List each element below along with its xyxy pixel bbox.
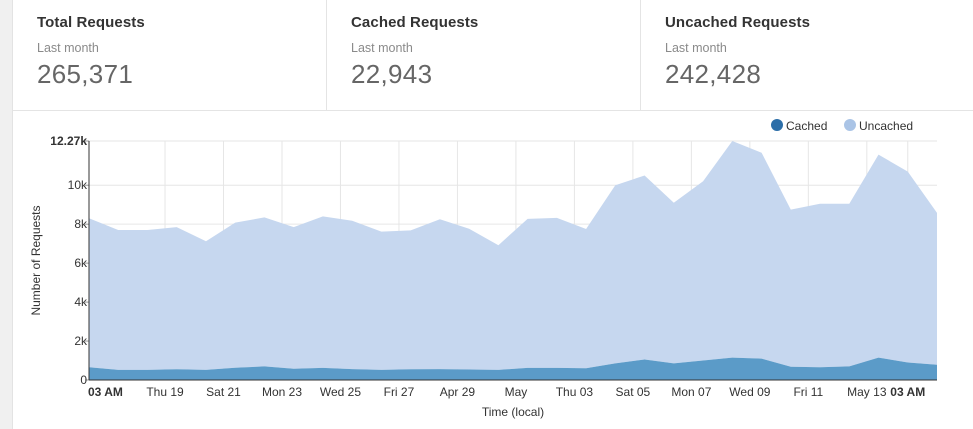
y-tick-label: 10k	[68, 178, 88, 192]
x-tick-label: 03 AM	[88, 385, 123, 399]
x-tick-label: 03 AM	[890, 385, 925, 399]
y-axis-title: Number of Requests	[29, 205, 43, 315]
total-requests-period: Last month	[37, 41, 99, 55]
total-requests-title: Total Requests	[37, 14, 145, 31]
legend-swatch-uncached	[844, 119, 856, 131]
legend-label-uncached: Uncached	[859, 119, 913, 133]
requests-area-chart: 0 2k 4k 6k 8k 10k 12.27k 03 AM Thu 19 Sat 21 Mon 2…	[29, 119, 937, 419]
x-tick-label: Sat 21	[206, 385, 241, 399]
total-requests-value: 265,371	[37, 59, 134, 89]
stats-row: Total Requests Last month 265,371 Cached…	[13, 0, 973, 111]
cached-series-area	[89, 357, 937, 380]
x-tick-label: Mon 07	[671, 385, 711, 399]
x-tick-label: Thu 03	[556, 385, 594, 399]
y-tick-label: 6k	[74, 256, 88, 270]
total-requests-card: Total Requests Last month 265,371	[13, 0, 327, 110]
uncached-requests-period: Last month	[665, 41, 727, 55]
x-tick-label: Sat 05	[616, 385, 651, 399]
x-tick-label: Fri 11	[793, 385, 823, 399]
requests-chart-panel: 0 2k 4k 6k 8k 10k 12.27k 03 AM Thu 19 Sat 21 Mon 2…	[13, 111, 973, 429]
legend-label-cached: Cached	[786, 119, 827, 133]
x-tick-label: Wed 25	[320, 385, 361, 399]
left-rail	[0, 0, 13, 429]
cached-requests-title: Cached Requests	[351, 14, 479, 31]
uncached-requests-value: 242,428	[665, 59, 762, 89]
y-tick-label: 0	[80, 373, 87, 387]
x-tick-label: Wed 09	[729, 385, 770, 399]
uncached-requests-card: Uncached Requests Last month 242,428	[641, 0, 973, 110]
x-tick-label: Mon 23	[262, 385, 302, 399]
cached-requests-period: Last month	[351, 41, 413, 55]
x-tick-label: May 13	[847, 385, 887, 399]
y-tick-label: 8k	[74, 217, 88, 231]
x-tick-label: Apr 29	[440, 385, 476, 399]
legend-swatch-cached	[771, 119, 783, 131]
uncached-series-area	[89, 141, 937, 370]
y-tick-label: 2k	[74, 334, 88, 348]
x-tick-label: May	[505, 385, 528, 399]
y-tick-label: 12.27k	[50, 134, 87, 148]
cached-requests-card: Cached Requests Last month 22,943	[327, 0, 641, 110]
x-tick-label: Fri 27	[384, 385, 415, 399]
x-axis-title: Time (local)	[482, 405, 544, 419]
cached-requests-value: 22,943	[351, 59, 433, 89]
y-tick-label: 4k	[74, 295, 88, 309]
x-tick-label: Thu 19	[146, 385, 184, 399]
uncached-requests-title: Uncached Requests	[665, 14, 811, 31]
